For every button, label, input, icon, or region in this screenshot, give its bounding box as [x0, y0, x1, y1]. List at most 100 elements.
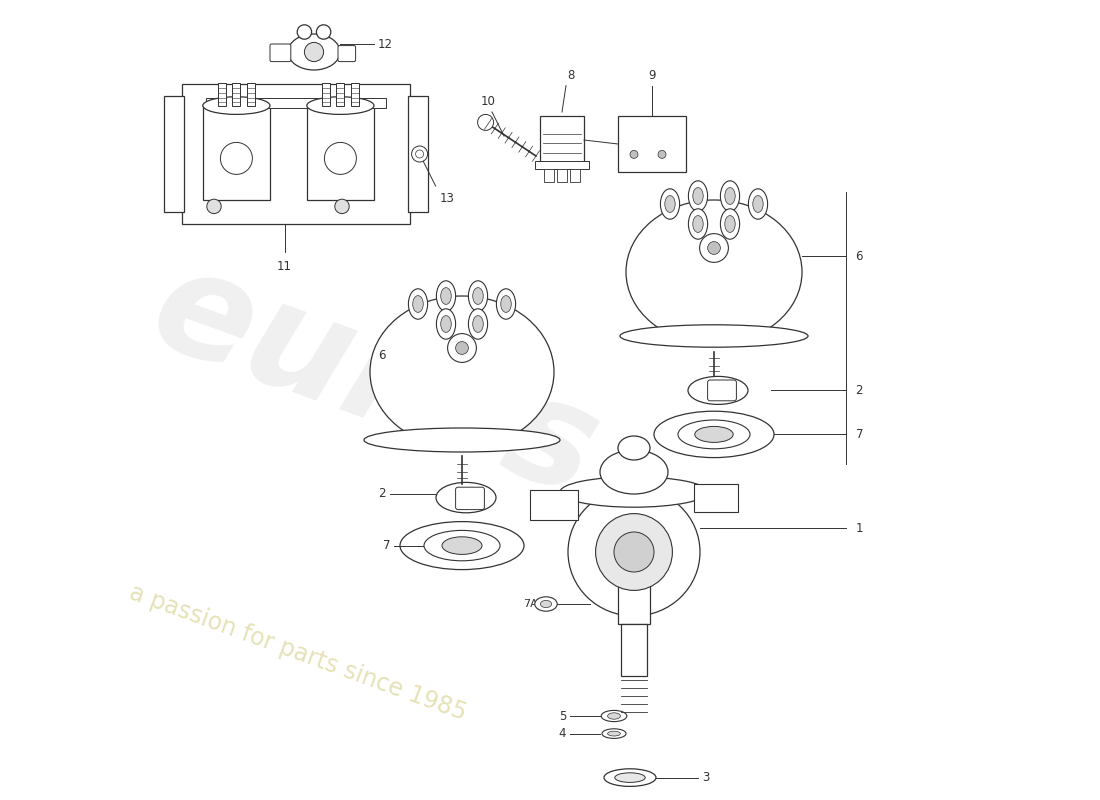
- Text: 5: 5: [559, 710, 566, 722]
- Text: 7: 7: [383, 539, 390, 552]
- Ellipse shape: [602, 729, 626, 738]
- Ellipse shape: [307, 97, 374, 114]
- Ellipse shape: [607, 731, 620, 736]
- Ellipse shape: [560, 477, 708, 507]
- Ellipse shape: [688, 376, 748, 405]
- Circle shape: [658, 150, 666, 158]
- Ellipse shape: [437, 281, 455, 311]
- Text: 13: 13: [440, 192, 454, 205]
- Bar: [618, 548, 650, 624]
- Ellipse shape: [720, 181, 739, 211]
- Bar: [232, 83, 241, 106]
- Text: a passion for parts since 1985: a passion for parts since 1985: [126, 580, 470, 725]
- Ellipse shape: [618, 436, 650, 460]
- Text: 1: 1: [856, 522, 864, 534]
- Ellipse shape: [626, 200, 802, 344]
- Circle shape: [455, 342, 469, 354]
- Ellipse shape: [664, 196, 675, 212]
- Bar: [206, 98, 386, 108]
- Text: 7: 7: [856, 428, 864, 441]
- Text: 8: 8: [568, 69, 575, 82]
- Ellipse shape: [654, 411, 774, 458]
- Bar: [202, 106, 270, 200]
- Bar: [164, 96, 184, 212]
- Bar: [540, 116, 584, 164]
- Ellipse shape: [615, 773, 646, 782]
- FancyBboxPatch shape: [270, 44, 290, 62]
- Ellipse shape: [408, 289, 428, 319]
- Ellipse shape: [370, 296, 554, 448]
- Bar: [530, 490, 578, 520]
- Ellipse shape: [600, 450, 668, 494]
- Text: 11: 11: [277, 260, 293, 273]
- Bar: [408, 96, 428, 212]
- Bar: [182, 84, 410, 224]
- Ellipse shape: [473, 316, 483, 332]
- Circle shape: [317, 25, 331, 39]
- FancyBboxPatch shape: [707, 380, 736, 401]
- Bar: [218, 83, 226, 106]
- Circle shape: [595, 514, 672, 590]
- Bar: [558, 169, 566, 182]
- Ellipse shape: [535, 597, 558, 611]
- Text: 2: 2: [378, 487, 386, 500]
- Bar: [307, 106, 374, 200]
- Ellipse shape: [725, 215, 735, 232]
- Ellipse shape: [725, 188, 735, 205]
- Ellipse shape: [752, 196, 763, 212]
- Text: 10: 10: [481, 95, 495, 108]
- Circle shape: [700, 234, 728, 262]
- Text: 12: 12: [378, 38, 393, 50]
- Circle shape: [630, 150, 638, 158]
- Ellipse shape: [469, 309, 487, 339]
- Ellipse shape: [473, 288, 483, 304]
- Circle shape: [334, 199, 349, 214]
- Ellipse shape: [607, 713, 620, 719]
- Text: 4: 4: [559, 727, 566, 740]
- Text: 6: 6: [856, 250, 864, 262]
- Ellipse shape: [400, 522, 524, 570]
- Ellipse shape: [202, 97, 270, 114]
- Circle shape: [477, 114, 494, 130]
- Text: 2: 2: [856, 384, 864, 397]
- Bar: [621, 624, 647, 676]
- Text: euros: euros: [134, 235, 616, 526]
- Ellipse shape: [412, 296, 424, 312]
- Ellipse shape: [660, 189, 680, 219]
- Ellipse shape: [424, 530, 500, 561]
- Ellipse shape: [693, 215, 703, 232]
- Ellipse shape: [500, 296, 512, 312]
- Ellipse shape: [436, 482, 496, 513]
- Ellipse shape: [437, 309, 455, 339]
- Bar: [618, 116, 686, 172]
- Ellipse shape: [720, 209, 739, 239]
- FancyBboxPatch shape: [455, 487, 484, 510]
- Ellipse shape: [441, 316, 451, 332]
- Bar: [570, 169, 580, 182]
- Ellipse shape: [568, 488, 700, 616]
- Text: 3: 3: [702, 771, 710, 784]
- Ellipse shape: [689, 181, 707, 211]
- Ellipse shape: [288, 34, 340, 70]
- Ellipse shape: [678, 420, 750, 449]
- Bar: [536, 161, 588, 169]
- Ellipse shape: [689, 209, 707, 239]
- Ellipse shape: [496, 289, 516, 319]
- Circle shape: [448, 334, 476, 362]
- Ellipse shape: [602, 710, 627, 722]
- Bar: [337, 83, 344, 106]
- Text: 7A: 7A: [524, 599, 538, 609]
- Ellipse shape: [364, 428, 560, 452]
- Circle shape: [297, 25, 311, 39]
- Circle shape: [305, 42, 323, 62]
- Circle shape: [614, 532, 654, 572]
- Ellipse shape: [469, 281, 487, 311]
- Ellipse shape: [442, 537, 482, 554]
- FancyBboxPatch shape: [338, 46, 355, 62]
- Ellipse shape: [620, 325, 808, 347]
- Ellipse shape: [540, 600, 551, 608]
- Text: 9: 9: [648, 69, 656, 82]
- Bar: [351, 83, 359, 106]
- Circle shape: [411, 146, 428, 162]
- Bar: [322, 83, 330, 106]
